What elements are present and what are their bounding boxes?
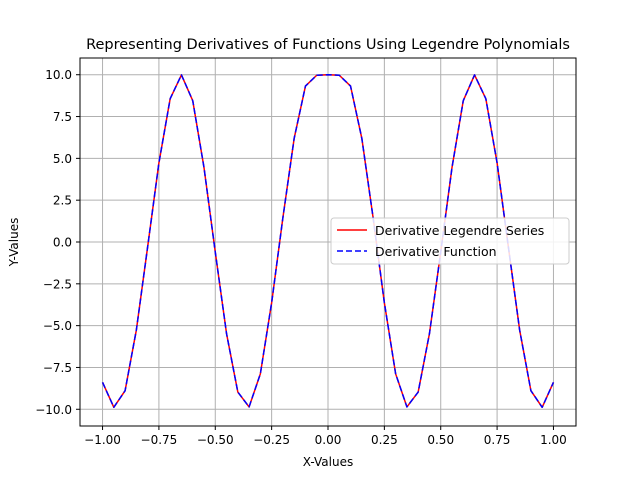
y-tick-label: 10.0 <box>45 68 72 82</box>
legend-label-derivative-function: Derivative Function <box>375 244 497 259</box>
y-tick-label: 2.5 <box>53 194 72 208</box>
legend-label-derivative-legendre-series: Derivative Legendre Series <box>375 223 544 238</box>
grid <box>80 58 576 426</box>
y-axis-label: Y-Values <box>7 218 21 268</box>
x-tick-label: 1.00 <box>540 433 567 447</box>
x-axis: −1.00 −0.75 −0.50 −0.25 0.00 0.25 0.50 0.75 1.00 <box>84 426 567 447</box>
y-tick-label: −2.5 <box>43 277 72 291</box>
x-tick-label: 0.25 <box>371 433 398 447</box>
y-tick-label: 5.0 <box>53 152 72 166</box>
series-line-derivative-function <box>101 73 555 409</box>
y-tick-label: −10.0 <box>35 403 72 417</box>
x-tick-label: 0.75 <box>484 433 511 447</box>
chart-title: Representing Derivatives of Functions Us… <box>86 37 570 53</box>
y-tick-label: 0.0 <box>53 236 72 250</box>
y-tick-label: 7.5 <box>53 110 72 124</box>
legend-box <box>330 217 570 265</box>
legend: Derivative Legendre Series Derivative Fu… <box>330 217 570 265</box>
series-layer <box>101 73 555 409</box>
y-tick-label: −7.5 <box>43 361 72 375</box>
x-tick-label: −0.50 <box>197 433 234 447</box>
x-tick-label: −0.25 <box>253 433 290 447</box>
x-axis-label: X-Values <box>303 455 353 469</box>
y-axis: −10.0 −7.5 −5.0 −2.5 0.0 2.5 5.0 7.5 10.0 <box>35 68 80 417</box>
x-tick-label: 0.50 <box>427 433 454 447</box>
x-tick-label: 0.00 <box>315 433 342 447</box>
x-tick-label: −1.00 <box>84 433 121 447</box>
x-tick-label: −0.75 <box>141 433 178 447</box>
y-tick-label: −5.0 <box>43 319 72 333</box>
